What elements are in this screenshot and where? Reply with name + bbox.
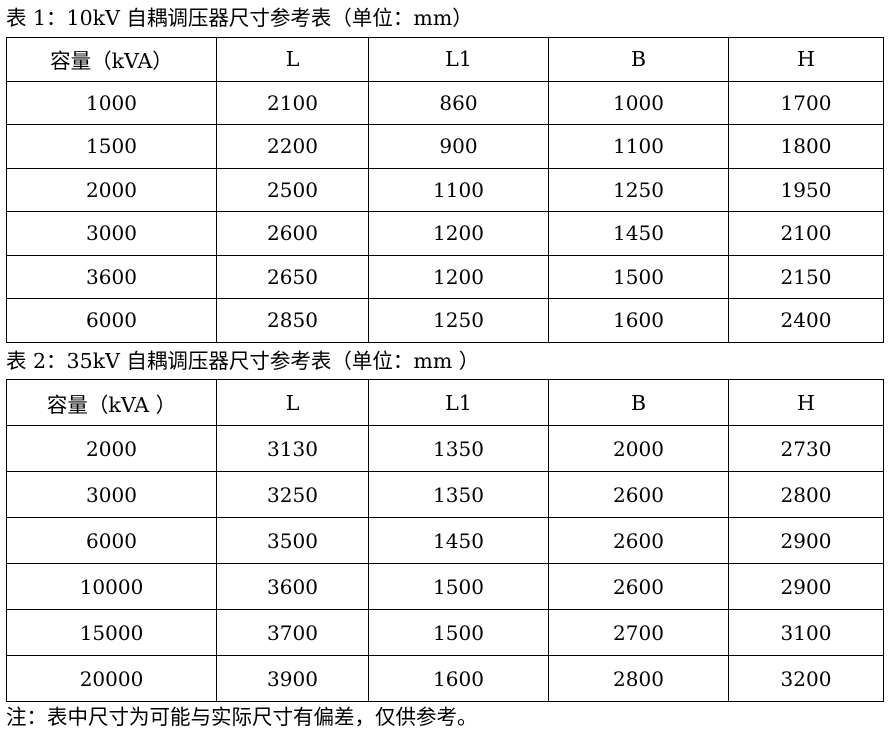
cell-l1: 1350 [368,471,549,518]
table-row: 2000 3130 1350 2000 2730 [6,425,884,472]
column-header-l: L [216,37,369,82]
cell-l1: 1350 [368,425,549,472]
table-row: 2000 2500 1100 1250 1950 [6,167,884,212]
cell-l1: 1600 [368,655,549,702]
cell-l1: 1500 [368,563,549,610]
cell-capacity: 15000 [6,609,217,656]
cell-l1: 1500 [368,609,549,656]
cell-b: 2600 [548,471,729,518]
cell-l1: 1250 [368,298,549,343]
column-header-l1: L1 [368,37,549,82]
cell-l1: 1200 [368,254,549,299]
table-row: 6000 3500 1450 2600 2900 [6,517,884,564]
cell-l1: 1100 [368,167,549,212]
cell-h: 2730 [728,425,884,472]
cell-capacity: 10000 [6,563,217,610]
cell-l: 3130 [216,425,369,472]
cell-b: 2600 [548,517,729,564]
cell-l: 2200 [216,124,369,169]
cell-b: 1500 [548,254,729,299]
cell-b: 1600 [548,298,729,343]
cell-b: 2700 [548,609,729,656]
cell-capacity: 1000 [6,80,217,125]
cell-capacity: 2000 [6,167,217,212]
cell-l: 3250 [216,471,369,518]
cell-b: 2600 [548,563,729,610]
cell-b: 2000 [548,425,729,472]
cell-h: 3100 [728,609,884,656]
table-row: 6000 2850 1250 1600 2400 [6,298,884,343]
cell-h: 2800 [728,471,884,518]
cell-h: 2900 [728,563,884,610]
cell-l1: 860 [368,80,549,125]
column-header-capacity: 容量（kVA） [6,37,217,82]
column-header-h: H [728,37,884,82]
cell-l1: 1200 [368,211,549,256]
footer-note: 注：表中尺寸为可能与实际尺寸有偏差，仅供参考。 [6,705,478,729]
cell-l1: 1450 [368,517,549,564]
cell-l: 2100 [216,80,369,125]
cell-h: 2100 [728,211,884,256]
table-35kv-dimensions: 容量（kVA ） L L1 B H 2000 3130 1350 2000 27… [6,379,884,702]
table-row: 15000 3700 1500 2700 3100 [6,609,884,656]
cell-capacity: 6000 [6,298,217,343]
table-row: 3600 2650 1200 1500 2150 [6,254,884,299]
cell-b: 2800 [548,655,729,702]
cell-h: 3200 [728,655,884,702]
cell-l: 3500 [216,517,369,564]
column-header-b: B [548,379,729,426]
cell-l: 3900 [216,655,369,702]
cell-capacity: 3600 [6,254,217,299]
cell-h: 2900 [728,517,884,564]
cell-capacity: 3000 [6,471,217,518]
table-1-caption: 表 1：10kV 自耦调压器尺寸参考表（单位：mm） [6,6,473,30]
table-row: 20000 3900 1600 2800 3200 [6,655,884,702]
table-row: 3000 2600 1200 1450 2100 [6,211,884,256]
table-10kv-dimensions: 容量（kVA） L L1 B H 1000 2100 860 1000 1700… [6,37,884,343]
table-header-row: 容量（kVA） L L1 B H [6,37,884,82]
table-row: 3000 3250 1350 2600 2800 [6,471,884,518]
cell-capacity: 1500 [6,124,217,169]
table-2-caption: 表 2：35kV 自耦调压器尺寸参考表（单位：mm ） [6,349,480,373]
table-row: 1000 2100 860 1000 1700 [6,80,884,125]
cell-l: 2850 [216,298,369,343]
cell-capacity: 20000 [6,655,217,702]
cell-b: 1100 [548,124,729,169]
cell-b: 1000 [548,80,729,125]
table-row: 10000 3600 1500 2600 2900 [6,563,884,610]
column-header-capacity: 容量（kVA ） [6,379,217,426]
cell-h: 1700 [728,80,884,125]
cell-capacity: 2000 [6,425,217,472]
cell-h: 2400 [728,298,884,343]
column-header-l: L [216,379,369,426]
cell-l: 2500 [216,167,369,212]
column-header-l1: L1 [368,379,549,426]
cell-h: 2150 [728,254,884,299]
cell-b: 1450 [548,211,729,256]
cell-l: 3600 [216,563,369,610]
table-row: 1500 2200 900 1100 1800 [6,124,884,169]
column-header-b: B [548,37,729,82]
cell-l: 3700 [216,609,369,656]
cell-b: 1250 [548,167,729,212]
cell-capacity: 3000 [6,211,217,256]
cell-l1: 900 [368,124,549,169]
column-header-h: H [728,379,884,426]
table-header-row: 容量（kVA ） L L1 B H [6,379,884,426]
cell-l: 2650 [216,254,369,299]
cell-l: 2600 [216,211,369,256]
cell-h: 1800 [728,124,884,169]
cell-capacity: 6000 [6,517,217,564]
cell-h: 1950 [728,167,884,212]
